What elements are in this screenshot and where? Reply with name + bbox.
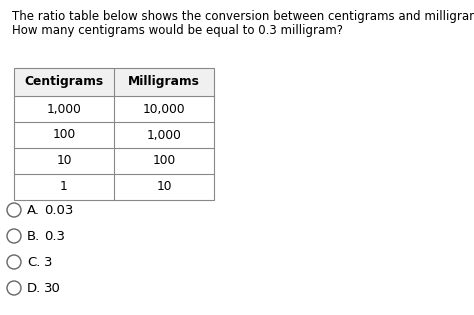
Text: 3: 3: [44, 255, 53, 268]
Text: 1,000: 1,000: [146, 129, 182, 141]
Text: 0.03: 0.03: [44, 203, 73, 216]
Text: The ratio table below shows the conversion between centigrams and milligrams.: The ratio table below shows the conversi…: [12, 10, 474, 23]
Bar: [14, 68, 214, 200]
Text: C.: C.: [27, 255, 40, 268]
Text: 100: 100: [52, 129, 76, 141]
Text: How many centigrams would be equal to 0.3 milligram?: How many centigrams would be equal to 0.…: [12, 24, 343, 37]
Text: D.: D.: [27, 282, 41, 295]
Text: A.: A.: [27, 203, 40, 216]
Text: B.: B.: [27, 230, 40, 243]
Text: 0.3: 0.3: [44, 230, 65, 243]
Text: Centigrams: Centigrams: [25, 76, 103, 89]
Text: 1,000: 1,000: [46, 102, 82, 116]
Text: 10: 10: [56, 154, 72, 168]
Text: 100: 100: [152, 154, 176, 168]
Text: Milligrams: Milligrams: [128, 76, 200, 89]
Text: 1: 1: [60, 180, 68, 193]
Bar: [14, 68, 214, 96]
Text: 10: 10: [156, 180, 172, 193]
Text: 30: 30: [44, 282, 61, 295]
Text: 10,000: 10,000: [143, 102, 185, 116]
